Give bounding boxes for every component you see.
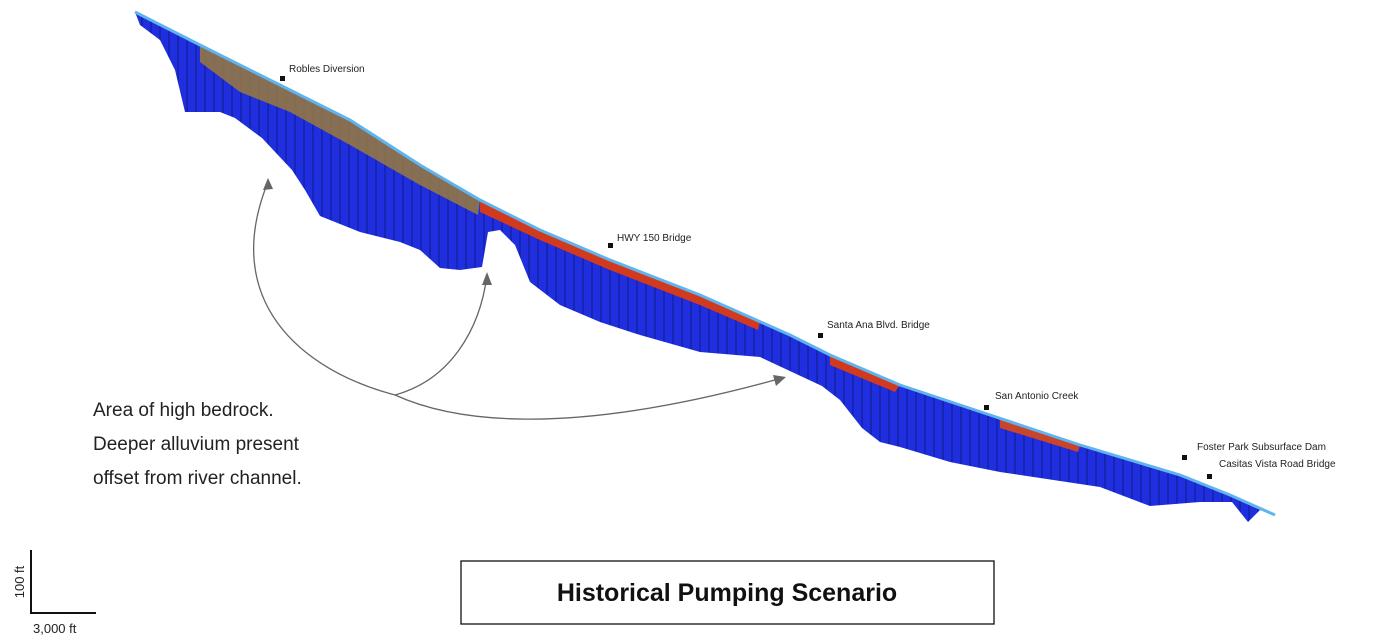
location-marker [984,405,989,410]
location-label: Robles Diversion [289,64,365,75]
page: {"locations": [ {"label": "Robles Divers… [0,0,1393,643]
arrowhead [482,272,492,285]
ground-surface [135,12,1275,515]
location-label: HWY 150 Bridge [617,233,692,244]
location-label: Santa Ana Blvd. Bridge [827,320,930,331]
location-label: Foster Park Subsurface Dam [1197,442,1326,453]
annotation-line: Area of high bedrock. [93,400,274,421]
location-marker [608,243,613,248]
annotation-line: Deeper alluvium present [93,434,300,455]
scale-label: 3,000 ft [33,621,77,636]
scale-bar [31,550,96,613]
location-label: Casitas Vista Road Bridge [1219,459,1336,470]
title: Historical Pumping Scenario [557,579,897,607]
cross-section-diagram: Robles Diversion HWY 150 Bridge Santa An… [0,0,1393,643]
scale-label: 100 ft [12,565,27,598]
annotation-line: offset from river channel. [93,468,302,489]
location-label: San Antonio Creek [995,391,1079,402]
location-marker [1207,474,1212,479]
arrowhead [263,178,273,190]
location-marker [280,76,285,81]
arrow [395,378,782,419]
arrow [395,275,487,395]
alluvium-body [135,12,1275,522]
arrowhead [773,375,786,386]
location-marker [818,333,823,338]
location-marker [1182,455,1187,460]
